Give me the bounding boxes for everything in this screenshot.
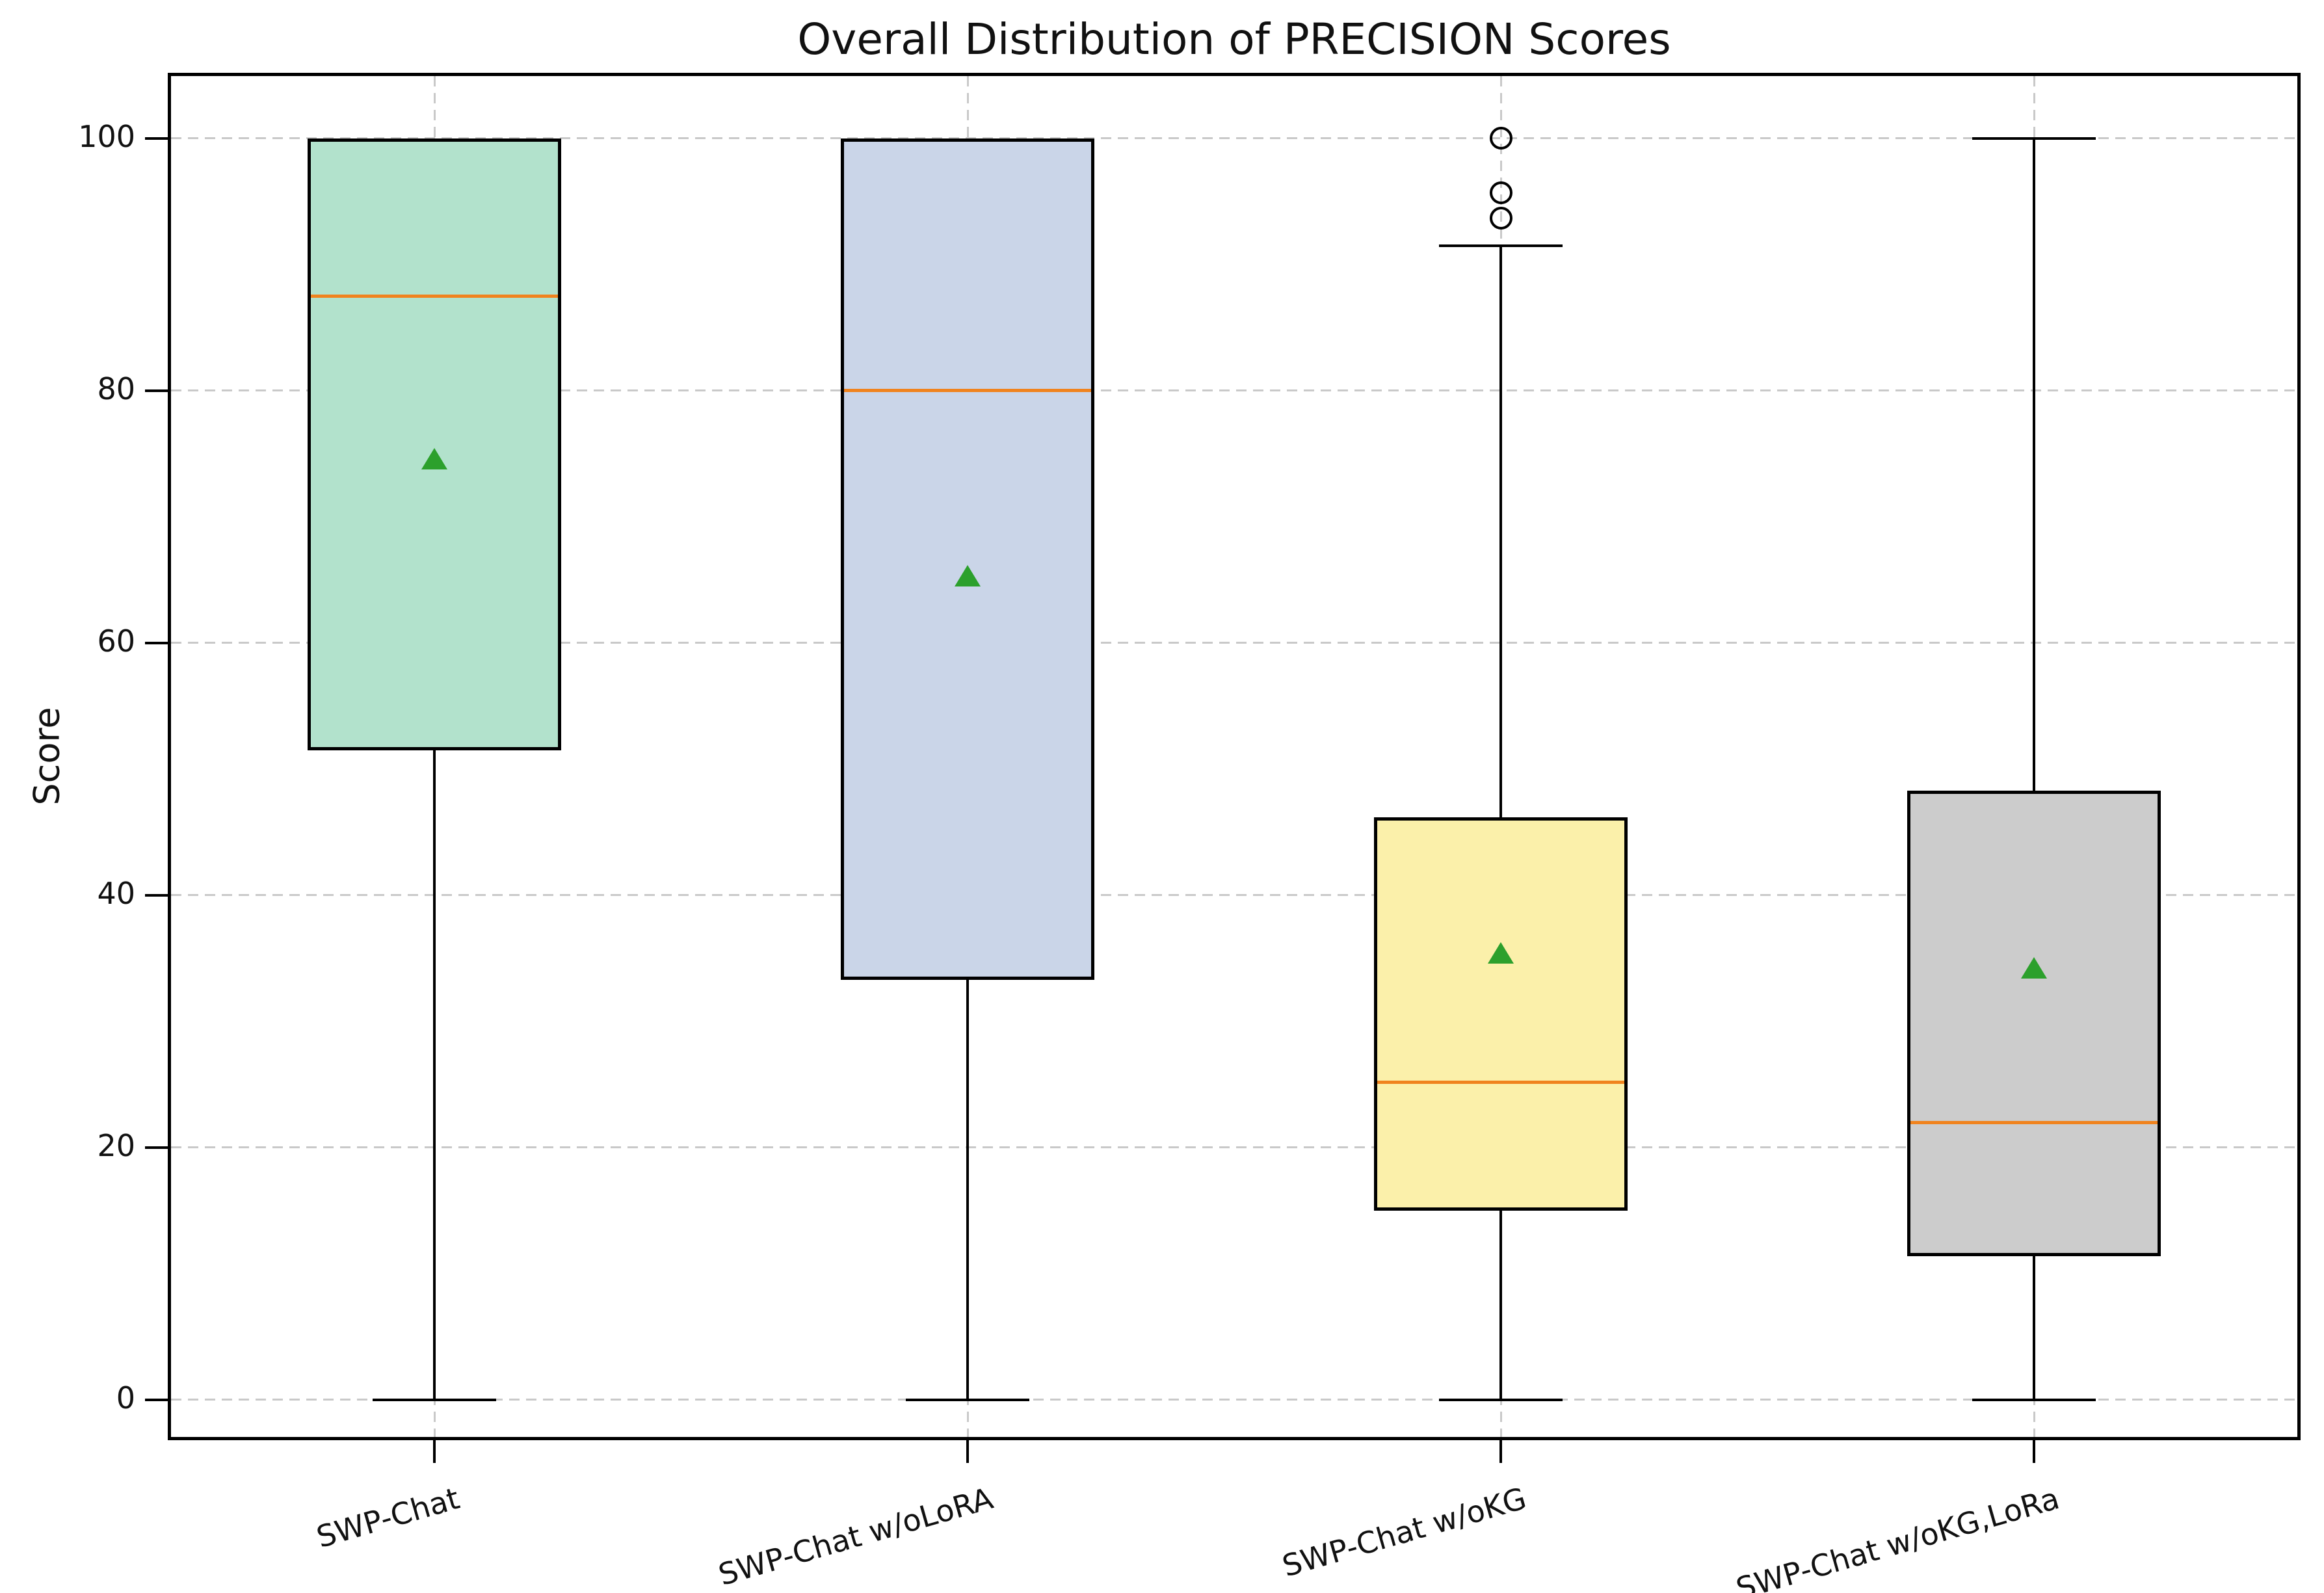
lower-whisker-cap [1439, 1398, 1563, 1401]
x-tick-label: SWP-Chat w/oLoRA [714, 1481, 997, 1593]
outlier-point [1489, 127, 1512, 150]
lower-whisker-cap [373, 1398, 496, 1401]
box-4 [1907, 790, 2161, 1256]
outlier-point [1489, 206, 1512, 230]
y-tick-label: 40 [97, 875, 135, 911]
median-line [1910, 1120, 2158, 1124]
axes-frame [168, 73, 2301, 1440]
y-tick-mark [145, 1146, 168, 1149]
y-gridline [171, 137, 2297, 140]
box-2 [841, 138, 1094, 980]
mean-marker [955, 565, 981, 587]
x-tick-mark [1499, 1440, 1502, 1463]
chart-title: Overall Distribution of PRECISION Scores [797, 14, 1671, 64]
x-tick-label: SWP-Chat w/oKG [1278, 1481, 1530, 1584]
box-3 [1374, 817, 1628, 1211]
y-gridline [171, 1399, 2297, 1401]
x-tick-mark [433, 1440, 436, 1463]
y-gridline [171, 1146, 2297, 1149]
lower-whisker [433, 750, 436, 1400]
lower-whisker-cap [1972, 1398, 2096, 1401]
y-tick-mark [145, 893, 168, 897]
mean-marker [2021, 957, 2047, 979]
y-axis-label: Score [26, 707, 68, 806]
lower-whisker-cap [906, 1398, 1029, 1401]
y-tick-label: 0 [116, 1380, 135, 1415]
y-tick-mark [145, 137, 168, 140]
y-tick-mark [145, 1398, 168, 1401]
box-1 [308, 138, 561, 750]
x-tick-mark [2033, 1440, 2035, 1463]
x-tick-label: SWP-Chat [313, 1481, 464, 1555]
x-tick-label: SWP-Chat w/oKG,LoRa [1732, 1481, 2063, 1593]
outlier-point [1489, 181, 1512, 204]
upper-whisker-cap [1439, 244, 1563, 247]
y-tick-mark [145, 389, 168, 392]
y-gridline [171, 642, 2297, 644]
x-tick-mark [966, 1440, 969, 1463]
median-line [311, 294, 558, 298]
y-tick-label: 20 [97, 1127, 135, 1163]
upper-whisker [2033, 138, 2035, 791]
mean-marker [421, 447, 447, 469]
y-gridline [171, 894, 2297, 897]
upper-whisker [1499, 245, 1502, 817]
y-tick-label: 80 [97, 371, 135, 406]
median-line [844, 389, 1091, 393]
y-tick-label: 60 [97, 623, 135, 659]
y-gridline [171, 389, 2297, 392]
y-tick-mark [145, 641, 168, 644]
y-tick-label: 100 [78, 118, 135, 154]
lower-whisker [1499, 1210, 1502, 1400]
upper-whisker-cap [1972, 137, 2096, 140]
mean-marker [1488, 942, 1514, 964]
median-line [1377, 1080, 1624, 1084]
lower-whisker [2033, 1256, 2035, 1400]
lower-whisker [966, 979, 969, 1400]
